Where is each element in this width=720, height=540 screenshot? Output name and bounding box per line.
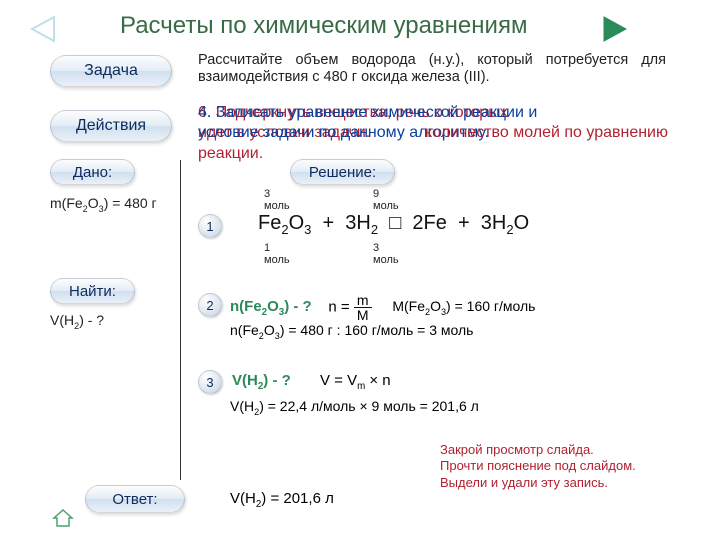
pill-answer: Ответ: xyxy=(85,485,185,513)
vertical-divider xyxy=(180,160,181,480)
slide-red-note: Закрой просмотр слайда. Прочти пояснение… xyxy=(440,442,636,491)
eq-formula: Fe2O3 + 3H2 □ 2Fe + 3H2O xyxy=(258,212,529,237)
step2-fraction: mM xyxy=(354,293,372,322)
pill-actions[interactable]: Действия xyxy=(50,110,172,142)
answer-value: V(H2) = 201,6 л xyxy=(230,490,334,510)
nav-forward[interactable] xyxy=(600,14,630,44)
eq-bot-right: 3моль xyxy=(373,242,399,266)
step2-molar: M(Fe2O3) = 160 г/моль xyxy=(392,298,535,314)
red-note-l2: Прочти пояснение под слайдом. xyxy=(440,458,636,474)
overlay-red-3: количество молей по уравнению xyxy=(425,124,668,142)
eq-top-right: 9моль xyxy=(373,188,399,212)
red-note-l3: Выдели и удали эту запись. xyxy=(440,475,636,491)
eq-top-left: 3моль xyxy=(264,188,290,212)
overlay-blue-1: 4. Записать уравнение химической реакции… xyxy=(198,104,537,122)
step3-calc: V(H2) = 22,4 л/моль × 9 моль = 201,6 л xyxy=(230,398,479,417)
step-1-badge: 1 xyxy=(198,214,222,238)
find-value: V(H2) - ? xyxy=(50,312,104,331)
step-3-line: V(H2) - ? V = Vm × n xyxy=(232,372,391,392)
given-value: m(Fe2O3) = 480 г xyxy=(50,195,157,214)
pill-given: Дано: xyxy=(50,159,135,185)
problem-text: Рассчитайте объем водорода (н.у.), котор… xyxy=(198,52,666,85)
step3-veq: V = Vm × n xyxy=(320,372,391,389)
red-note-l1: Закрой просмотр слайда. xyxy=(440,442,636,458)
home-icon[interactable] xyxy=(52,508,74,533)
step2-calc: n(Fe2O3) = 480 г : 160 г/моль = 3 моль xyxy=(230,322,473,341)
pill-task[interactable]: Задача xyxy=(50,55,172,87)
step-2-badge: 2 xyxy=(198,293,222,317)
overlay-red-3b: реакции. xyxy=(198,145,668,163)
step2-neq: n = xyxy=(328,298,349,315)
step-3-badge: 3 xyxy=(198,370,222,394)
step-2-line: n(Fe2O3) - ? n = mM M(Fe2O3) = 160 г/мол… xyxy=(230,293,535,322)
page-title: Расчеты по химическим уравнениям xyxy=(120,12,527,40)
pill-find: Найти: xyxy=(50,278,135,304)
nav-back[interactable] xyxy=(26,14,56,44)
eq-bot-left: 1моль xyxy=(264,242,290,266)
step2-green: n(Fe2O3) - ? xyxy=(230,298,312,315)
step3-green: V(H2) - ? xyxy=(232,372,291,389)
overlay-instructions: 6. Подчеркнуть вещества, речь о которых … xyxy=(198,104,668,163)
